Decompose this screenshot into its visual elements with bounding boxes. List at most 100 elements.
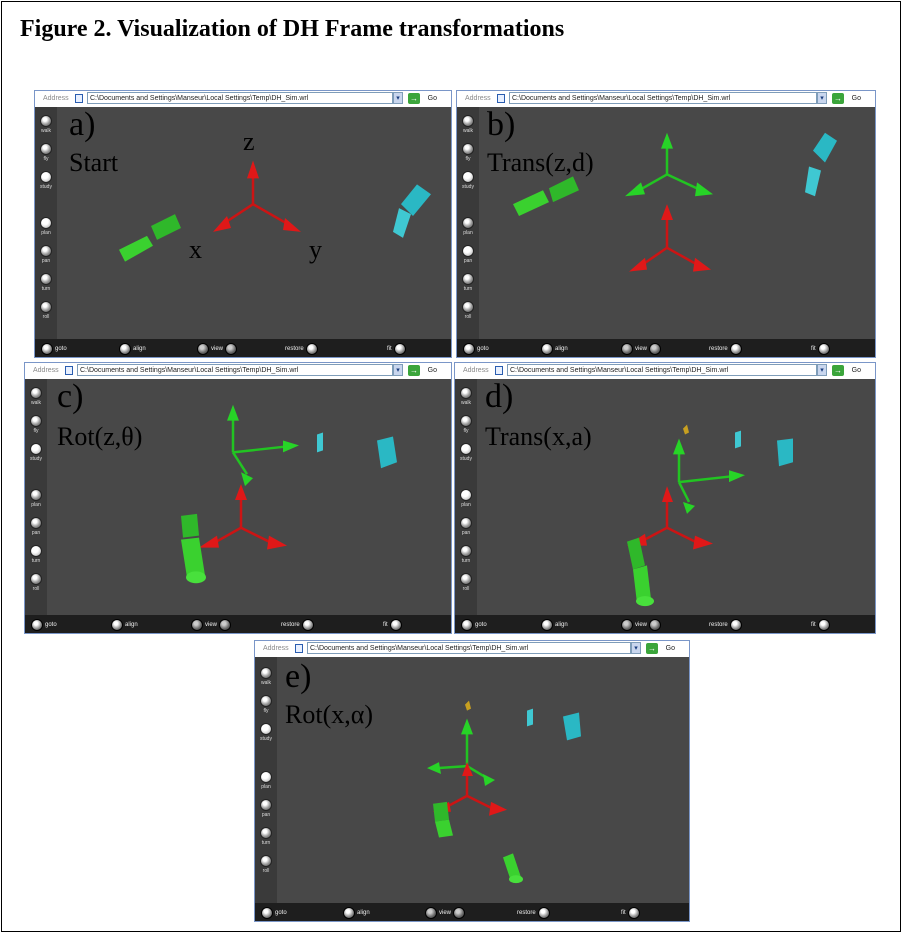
align-button[interactable]: align <box>119 343 148 355</box>
fly-tool[interactable]: fly <box>27 415 45 443</box>
go-arrow-icon[interactable]: → <box>408 93 420 104</box>
fit-button[interactable]: fit <box>809 619 830 631</box>
fly-icon <box>30 415 42 427</box>
turn-tool[interactable]: turn <box>257 827 275 855</box>
roll-tool[interactable]: roll <box>27 573 45 601</box>
study-tool[interactable]: study <box>37 171 55 199</box>
goto-button[interactable]: goto <box>463 343 491 355</box>
viewer-controls-bar: goto align view restore fit <box>455 615 875 633</box>
align-button[interactable]: align <box>343 907 372 919</box>
go-button[interactable]: Go <box>427 367 437 374</box>
dropdown-arrow-icon[interactable]: ▾ <box>393 364 403 376</box>
dropdown-arrow-icon[interactable]: ▾ <box>631 642 641 654</box>
study-tool[interactable]: study <box>459 171 477 199</box>
go-arrow-icon[interactable]: → <box>408 365 420 376</box>
align-button[interactable]: align <box>541 343 570 355</box>
restore-button[interactable]: restore <box>707 343 742 355</box>
scene-a: a) Start z x y <box>57 107 451 339</box>
address-input[interactable]: C:\Documents and Settings\Manseur\Local … <box>307 642 631 654</box>
turn-tool[interactable]: turn <box>459 273 477 301</box>
align-button[interactable]: align <box>111 619 140 631</box>
page-icon <box>497 94 505 103</box>
pan-tool[interactable]: pan <box>457 517 475 545</box>
3d-viewport[interactable]: walk fly study plan pan turn roll <box>255 657 689 921</box>
study-icon <box>40 171 52 183</box>
plan-tool[interactable]: plan <box>457 489 475 517</box>
viewer-controls-bar: goto align view restore fit <box>457 339 875 357</box>
go-button[interactable]: Go <box>427 95 437 102</box>
panel-letter: d) <box>485 378 514 415</box>
view-button[interactable]: view <box>191 619 232 631</box>
walk-tool[interactable]: walk <box>37 115 55 143</box>
roll-tool[interactable]: roll <box>37 301 55 329</box>
align-button[interactable]: align <box>541 619 570 631</box>
fly-tool[interactable]: fly <box>457 415 475 443</box>
walk-tool[interactable]: walk <box>27 387 45 415</box>
address-input[interactable]: C:\Documents and Settings\Manseur\Local … <box>509 92 817 104</box>
align-icon <box>343 907 355 919</box>
study-tool[interactable]: study <box>457 443 475 471</box>
navigation-sidebar: walk fly study plan pan turn roll <box>455 379 477 615</box>
view-button[interactable]: view <box>621 619 662 631</box>
restore-button[interactable]: restore <box>515 907 550 919</box>
study-tool[interactable]: study <box>257 723 275 751</box>
fit-button[interactable]: fit <box>619 907 640 919</box>
restore-button[interactable]: restore <box>279 619 314 631</box>
fly-tool[interactable]: fly <box>37 143 55 171</box>
goto-button[interactable]: goto <box>41 343 69 355</box>
go-arrow-icon[interactable]: → <box>832 93 844 104</box>
frame-axes-green <box>677 452 734 503</box>
fit-button[interactable]: fit <box>809 343 830 355</box>
dropdown-arrow-icon[interactable]: ▾ <box>817 364 827 376</box>
go-button[interactable]: Go <box>665 645 675 652</box>
pan-tool[interactable]: pan <box>37 245 55 273</box>
panel-caption: Rot(z,θ) <box>57 422 143 451</box>
plan-tool[interactable]: plan <box>27 489 45 517</box>
pan-tool[interactable]: pan <box>459 245 477 273</box>
fly-icon <box>460 415 472 427</box>
plan-tool[interactable]: plan <box>37 217 55 245</box>
view-button[interactable]: view <box>425 907 466 919</box>
go-arrow-icon[interactable]: → <box>832 365 844 376</box>
dropdown-arrow-icon[interactable]: ▾ <box>817 92 827 104</box>
address-input[interactable]: C:\Documents and Settings\Manseur\Local … <box>507 364 817 376</box>
plan-tool[interactable]: plan <box>459 217 477 245</box>
walk-tool[interactable]: walk <box>459 115 477 143</box>
fit-button[interactable]: fit <box>385 343 406 355</box>
go-button[interactable]: Go <box>851 95 861 102</box>
walk-tool[interactable]: walk <box>457 387 475 415</box>
goto-button[interactable]: goto <box>31 619 59 631</box>
goto-button[interactable]: goto <box>261 907 289 919</box>
address-input[interactable]: C:\Documents and Settings\Manseur\Local … <box>87 92 393 104</box>
pan-tool[interactable]: pan <box>257 799 275 827</box>
go-arrow-icon[interactable]: → <box>646 643 658 654</box>
view-button[interactable]: view <box>197 343 238 355</box>
plan-tool[interactable]: plan <box>257 771 275 799</box>
address-input[interactable]: C:\Documents and Settings\Manseur\Local … <box>77 364 393 376</box>
fly-tool[interactable]: fly <box>257 695 275 723</box>
roll-tool[interactable]: roll <box>457 573 475 601</box>
goto-button[interactable]: goto <box>461 619 489 631</box>
turn-tool[interactable]: turn <box>37 273 55 301</box>
walk-tool[interactable]: walk <box>257 667 275 695</box>
turn-tool[interactable]: turn <box>457 545 475 573</box>
3d-viewport[interactable]: walk fly study plan pan turn roll <box>25 379 451 633</box>
3d-viewport[interactable]: walk fly study plan pan turn roll <box>457 107 875 357</box>
dropdown-arrow-icon[interactable]: ▾ <box>393 92 403 104</box>
roll-tool[interactable]: roll <box>257 855 275 883</box>
go-button[interactable]: Go <box>851 367 861 374</box>
fit-button[interactable]: fit <box>381 619 402 631</box>
view-button[interactable]: view <box>621 343 662 355</box>
turn-tool[interactable]: turn <box>27 545 45 573</box>
3d-viewport[interactable]: walk fly study plan pan turn roll <box>455 379 875 633</box>
plan-icon <box>30 489 42 501</box>
study-tool[interactable]: study <box>27 443 45 471</box>
restore-button[interactable]: restore <box>707 619 742 631</box>
3d-viewport[interactable]: walk fly study plan pan turn roll <box>35 107 451 357</box>
roll-tool[interactable]: roll <box>459 301 477 329</box>
pan-tool[interactable]: pan <box>27 517 45 545</box>
scene-graphics <box>181 404 397 584</box>
restore-button[interactable]: restore <box>283 343 318 355</box>
panel-caption: Trans(z,d) <box>487 148 594 177</box>
fly-tool[interactable]: fly <box>459 143 477 171</box>
